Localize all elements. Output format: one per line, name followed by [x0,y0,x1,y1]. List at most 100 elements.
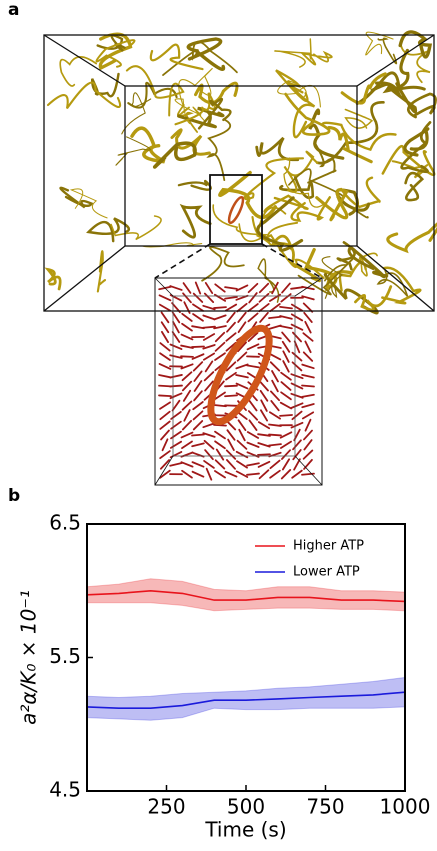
director [225,297,237,299]
director [269,317,281,318]
director [270,461,279,469]
director [258,454,270,455]
director [283,351,288,362]
x-tick-label: 750 [306,795,344,819]
filament [89,218,129,241]
director [183,401,192,409]
filament [349,247,387,277]
director [173,312,180,322]
director [283,361,289,372]
director [206,361,213,371]
director [203,423,214,427]
director [248,344,259,349]
director [181,356,193,357]
filament [179,181,211,190]
director [204,461,214,468]
director [270,471,280,478]
y-tick-label: 5.5 [49,644,81,668]
director [302,404,314,407]
director [160,451,170,458]
director [237,452,248,458]
panel-label: b [8,486,20,506]
director [170,386,182,387]
director [280,326,292,328]
director [292,383,303,388]
director [163,439,168,450]
director [305,322,310,333]
director [272,381,278,392]
director [182,471,192,478]
director [291,287,303,289]
director [170,393,181,398]
director [282,450,290,459]
director [260,313,268,322]
director [239,430,245,441]
director [194,371,201,381]
director [206,283,212,293]
director [194,411,203,419]
render-panel [48,32,437,480]
director [193,304,203,311]
director [194,391,202,400]
director [228,440,234,451]
director [226,305,236,311]
director [304,450,313,458]
director [183,382,191,391]
director [192,462,203,467]
director [281,294,290,301]
filament [302,53,332,65]
director [205,372,214,380]
director [248,314,257,322]
director [249,284,258,292]
director [306,420,311,431]
director [247,443,258,447]
director [248,304,258,311]
director [283,459,289,469]
filament [48,270,60,289]
y-axis-label: a²α/K₀ × 10⁻¹ [17,590,41,725]
director [293,333,301,342]
director [182,433,193,438]
director [195,381,202,391]
director [281,382,290,390]
filament [183,207,211,238]
filament [275,39,311,67]
director [281,442,291,448]
director [203,315,214,319]
filament [209,119,231,180]
director [183,421,191,430]
director [216,460,225,468]
director [259,304,268,311]
director [270,304,280,311]
director [247,463,259,465]
director [249,420,256,430]
director [204,334,214,340]
director [181,462,192,466]
director [160,353,170,360]
director [291,403,302,408]
director [193,402,203,409]
director [205,441,214,449]
director [304,313,312,322]
director [182,314,192,321]
director [203,327,215,328]
director [194,294,203,302]
director [238,441,247,449]
x-tick-label: 1000 [380,795,431,819]
director [203,306,214,310]
director [192,326,204,328]
director [247,474,259,475]
director [271,362,280,370]
filament [406,173,423,200]
director [205,294,213,303]
director [237,384,248,389]
director [182,324,192,331]
director [272,371,278,381]
director [193,314,203,321]
director [292,314,302,320]
director [303,333,312,341]
director [215,432,225,439]
director [159,395,171,396]
director [302,296,314,299]
